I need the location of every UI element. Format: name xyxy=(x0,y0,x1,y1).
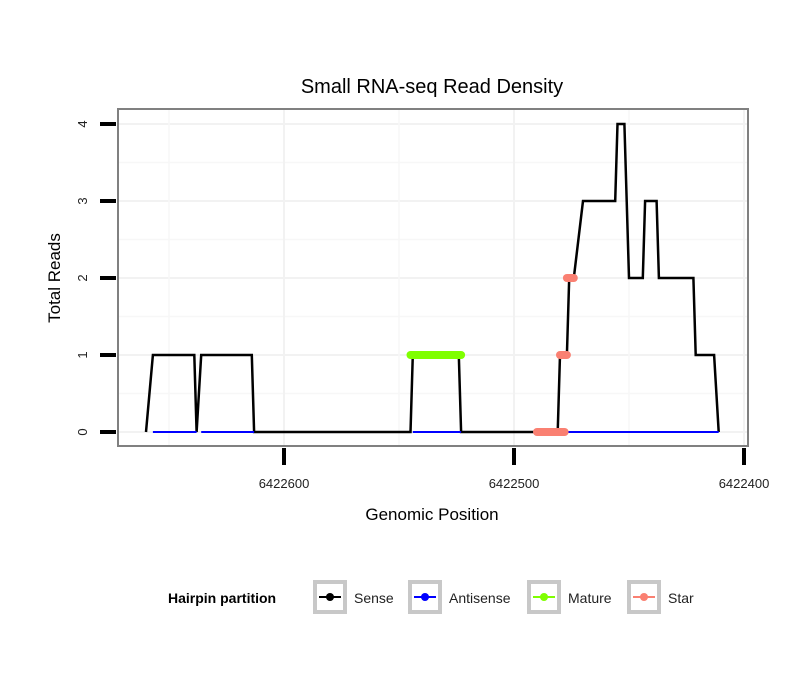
legend-key-point xyxy=(326,593,334,601)
y-axis: 0 1 2 3 4 xyxy=(75,120,116,436)
legend-item-mature: Mature xyxy=(527,580,612,614)
legend: Hairpin partition Sense Antisense Mature St… xyxy=(168,580,694,614)
x-tick-label: 6422600 xyxy=(259,476,310,491)
y-tick-label: 2 xyxy=(75,274,90,281)
x-axis-title: Genomic Position xyxy=(365,505,498,524)
legend-item-sense: Sense xyxy=(313,580,394,614)
plot-panel xyxy=(117,108,749,447)
y-tick-label: 0 xyxy=(75,428,90,435)
x-tick-label: 6422400 xyxy=(719,476,770,491)
legend-key-point xyxy=(421,593,429,601)
legend-label: Sense xyxy=(354,590,394,606)
y-tick-label: 3 xyxy=(75,197,90,204)
y-axis-title: Total Reads xyxy=(45,233,64,323)
series-layer xyxy=(144,122,720,436)
legend-key-point xyxy=(540,593,548,601)
y-tick-label: 4 xyxy=(75,120,90,127)
legend-label: Antisense xyxy=(449,590,511,606)
legend-label: Mature xyxy=(568,590,612,606)
x-axis: 6422600 6422500 6422400 xyxy=(259,448,770,491)
y-tick-label: 1 xyxy=(75,351,90,358)
x-tick-label: 6422500 xyxy=(489,476,540,491)
legend-key-point xyxy=(640,593,648,601)
plot-border xyxy=(117,108,749,447)
legend-title: Hairpin partition xyxy=(168,590,276,606)
legend-items: Sense Antisense Mature Star xyxy=(313,580,694,614)
legend-item-antisense: Antisense xyxy=(408,580,511,614)
chart-title: Small RNA-seq Read Density xyxy=(301,76,563,98)
legend-item-star: Star xyxy=(627,580,694,614)
legend-label: Star xyxy=(668,590,694,606)
